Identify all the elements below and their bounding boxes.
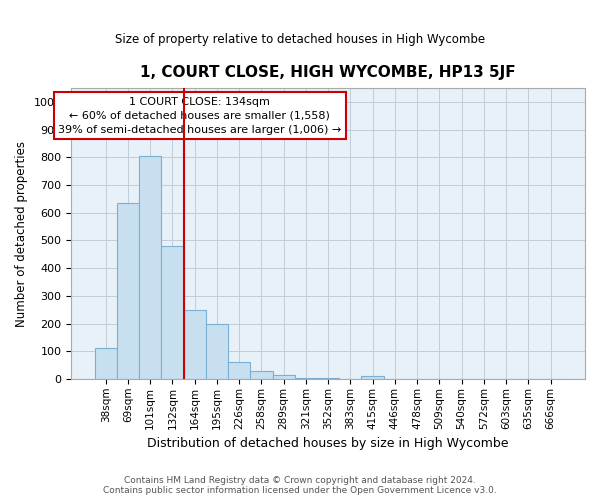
Bar	[272, 374, 295, 379]
Text: Contains HM Land Registry data © Crown copyright and database right 2024.
Contai: Contains HM Land Registry data © Crown c…	[103, 476, 497, 495]
Bar	[139, 156, 161, 379]
Title: 1, COURT CLOSE, HIGH WYCOMBE, HP13 5JF: 1, COURT CLOSE, HIGH WYCOMBE, HP13 5JF	[140, 65, 516, 80]
Bar	[95, 348, 117, 379]
Text: Size of property relative to detached houses in High Wycombe: Size of property relative to detached ho…	[115, 32, 485, 46]
Bar	[184, 310, 206, 379]
Bar	[206, 324, 228, 379]
Bar	[161, 246, 184, 379]
Bar	[361, 376, 384, 379]
Y-axis label: Number of detached properties: Number of detached properties	[15, 140, 28, 326]
X-axis label: Distribution of detached houses by size in High Wycombe: Distribution of detached houses by size …	[148, 437, 509, 450]
Bar	[250, 371, 272, 379]
Bar	[117, 203, 139, 379]
Text: 1 COURT CLOSE: 134sqm
← 60% of detached houses are smaller (1,558)
39% of semi-d: 1 COURT CLOSE: 134sqm ← 60% of detached …	[58, 97, 341, 135]
Bar	[228, 362, 250, 379]
Bar	[317, 378, 339, 379]
Bar	[295, 378, 317, 379]
